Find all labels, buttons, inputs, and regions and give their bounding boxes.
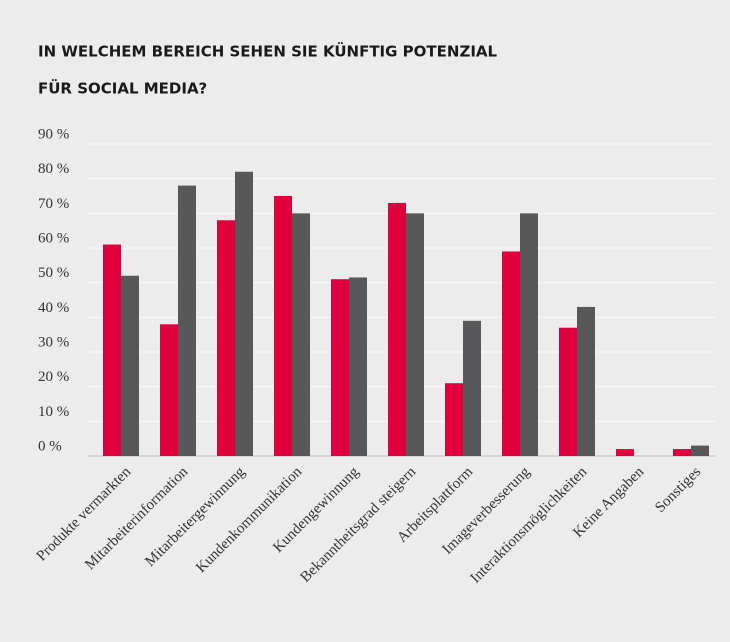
bar xyxy=(121,275,139,456)
bar xyxy=(520,213,538,456)
bar xyxy=(673,449,691,456)
bar xyxy=(274,196,292,456)
chart-title: IN WELCHEM BEREICH SEHEN SIE KÜNFTIG POT… xyxy=(38,42,498,61)
bar xyxy=(406,213,424,456)
y-tick-label: 70 % xyxy=(38,196,69,212)
bar xyxy=(349,277,367,456)
bar xyxy=(217,220,235,456)
bar xyxy=(691,445,709,456)
bar xyxy=(235,171,253,456)
bar xyxy=(178,185,196,456)
bar xyxy=(103,244,121,456)
y-tick-label: 40 % xyxy=(38,300,69,316)
bar xyxy=(292,213,310,456)
y-tick-label: 0 % xyxy=(38,438,62,454)
y-tick-label: 10 % xyxy=(38,404,69,420)
y-tick-label: 60 % xyxy=(38,230,69,246)
y-tick-label: 20 % xyxy=(38,369,69,385)
chart-title: FÜR SOCIAL MEDIA? xyxy=(38,79,207,98)
y-tick-label: 30 % xyxy=(38,334,69,350)
bar xyxy=(616,449,634,456)
bar xyxy=(559,327,577,456)
bar xyxy=(463,320,481,456)
bar xyxy=(160,324,178,456)
y-tick-label: 90 % xyxy=(38,126,69,142)
y-tick-label: 50 % xyxy=(38,265,69,281)
bar xyxy=(388,202,406,456)
bar xyxy=(502,251,520,456)
bar xyxy=(577,306,595,456)
bar xyxy=(445,383,463,456)
bar xyxy=(331,279,349,456)
y-tick-label: 80 % xyxy=(38,161,69,177)
